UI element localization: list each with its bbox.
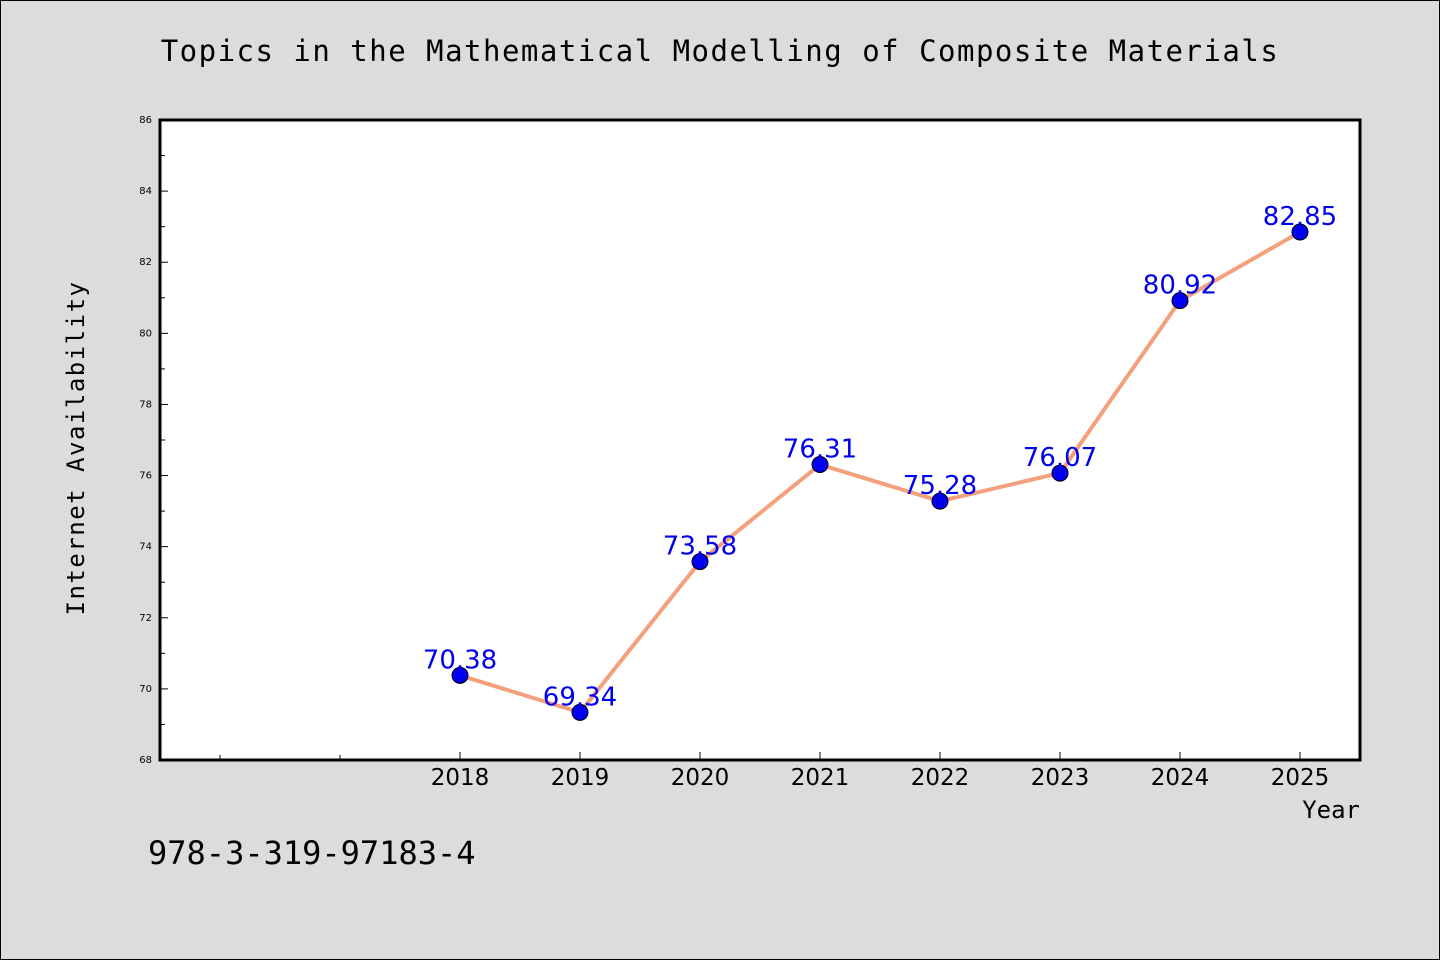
- y-tick-label: 68: [139, 755, 152, 766]
- plot-area: [158, 118, 1362, 762]
- x-tick-label: 2022: [911, 765, 970, 791]
- x-tick-label: 2020: [671, 765, 730, 791]
- y-tick-label: 78: [139, 399, 152, 410]
- x-tick-label: 2024: [1151, 765, 1210, 791]
- data-label: 82.85: [1263, 202, 1337, 232]
- data-point: [811, 456, 829, 474]
- x-tick-label: 2021: [791, 765, 850, 791]
- chart-title: Topics in the Mathematical Modelling of …: [160, 34, 1280, 68]
- data-label: 73.58: [663, 532, 737, 562]
- data-point: [1291, 223, 1309, 241]
- data-point: [691, 553, 709, 571]
- y-tick-label: 82: [139, 257, 152, 268]
- x-tick-label: 2019: [551, 765, 610, 791]
- data-point: [1171, 292, 1189, 310]
- y-tick-label: 72: [139, 613, 152, 624]
- series-layer: 70.38 69.34 73.58 76.31 75.28 76.07 80.92 82.85: [423, 202, 1337, 721]
- data-label: 70.38: [423, 645, 497, 675]
- y-tick-label: 70: [139, 684, 152, 695]
- isbn-annotation: 978-3-319-97183-4: [148, 834, 476, 872]
- y-tick-label: 74: [139, 542, 152, 553]
- data-point: [931, 492, 949, 510]
- data-label: 69.34: [543, 682, 617, 712]
- data-label: 76.31: [783, 435, 857, 465]
- data-label: 76.07: [1023, 443, 1097, 473]
- data-point: [451, 666, 469, 684]
- x-tick-label: 2025: [1271, 765, 1330, 791]
- x-axis-label: Year: [1302, 796, 1360, 824]
- x-tick-label: 2018: [431, 765, 490, 791]
- data-point: [1051, 464, 1069, 482]
- x-tick-label: 2023: [1031, 765, 1090, 791]
- x-axis: 2018 2019 2020 2021 2022 2023 2024 2025: [219, 752, 1330, 791]
- data-point: [571, 703, 589, 721]
- y-tick-label: 76: [139, 471, 152, 482]
- data-label: 80.92: [1143, 271, 1217, 301]
- y-tick-label: 84: [139, 186, 152, 197]
- series-line: [458, 230, 1302, 715]
- y-axis: 68 70 72 74 76 78 80 82 84 86: [139, 115, 168, 766]
- data-label: 75.28: [903, 471, 977, 501]
- y-tick-label: 86: [139, 115, 152, 126]
- y-tick-label: 80: [139, 328, 152, 339]
